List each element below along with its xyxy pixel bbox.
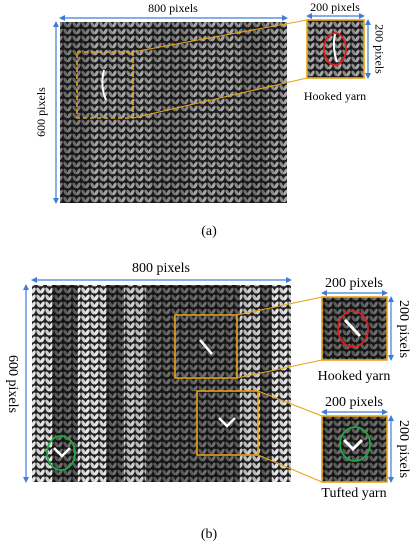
crop-height-label: 200 pixels	[372, 24, 386, 74]
crop-image	[306, 19, 365, 79]
crop-region	[196, 390, 259, 456]
crop-region	[174, 314, 238, 379]
crop-width-label: 200 pixels	[310, 0, 360, 14]
crop-caption: Hooked yarn	[318, 369, 391, 384]
width-label: 800 pixels	[132, 261, 190, 276]
crop-region	[76, 51, 134, 119]
panel-label: (b)	[201, 527, 218, 542]
crop-width-label: 200 pixels	[325, 395, 383, 410]
crop-caption: Tufted yarn	[321, 486, 386, 501]
crop-height-label: 200 pixels	[396, 300, 411, 358]
crop-width-label: 200 pixels	[325, 276, 383, 291]
height-label: 600 pixels	[34, 87, 48, 137]
panel-a: 800 pixels 600 pixels 200 pixels 200 pix…	[34, 0, 387, 239]
height-label: 600 pixels	[5, 355, 20, 413]
crop-height-label: 200 pixels	[396, 420, 411, 478]
crop-caption: Hooked yarn	[304, 89, 366, 103]
panel-b: 800 pixels 600 pixels 200 pixels 200 pix…	[5, 261, 411, 542]
panel-label: (a)	[201, 224, 217, 239]
width-label: 800 pixels	[148, 1, 198, 15]
